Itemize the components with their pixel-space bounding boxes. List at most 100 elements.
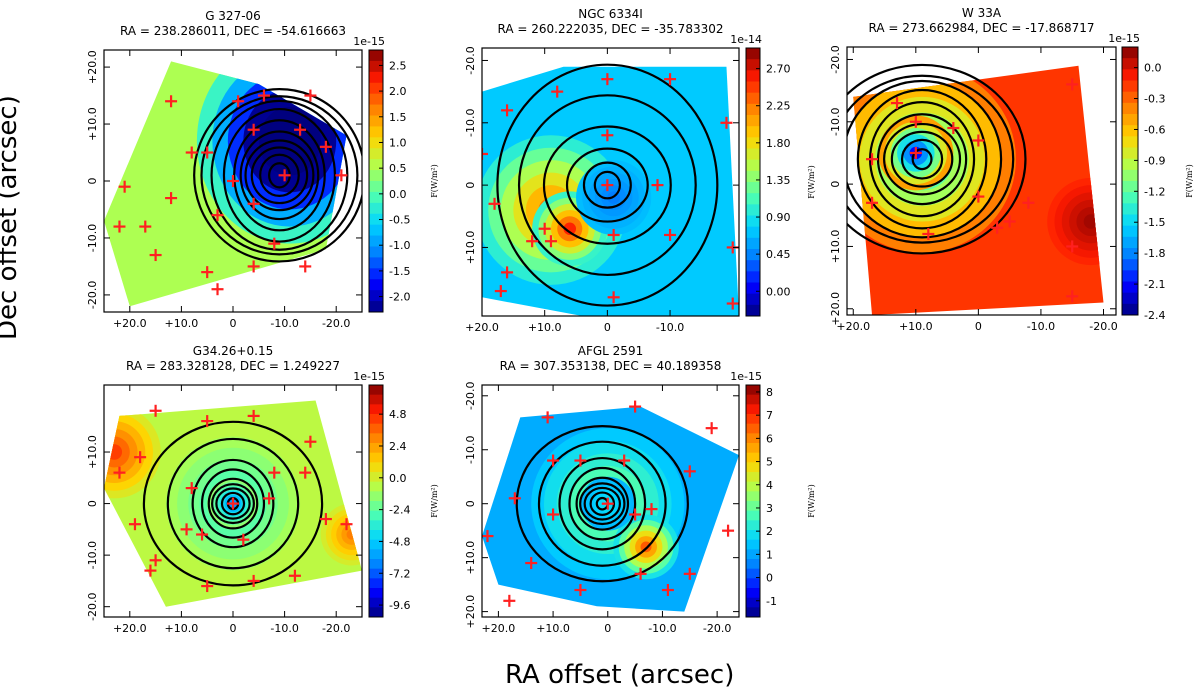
source-marker: [185, 146, 198, 159]
y-tick-label: -10.0: [86, 224, 99, 252]
source-marker: [705, 422, 718, 435]
source-marker: [634, 567, 647, 580]
y-tick-label: -20.0: [86, 281, 99, 309]
contour-line: [568, 466, 637, 541]
source-marker: [257, 89, 270, 102]
colorbar-segment: [369, 50, 383, 62]
colorbar-segment: [746, 385, 760, 396]
contour-line: [250, 146, 309, 205]
colorbar-segment: [746, 48, 760, 60]
contour-line: [542, 125, 672, 245]
contour-line: [211, 483, 255, 525]
x-tick-label: 0: [230, 317, 237, 330]
source-marker: [185, 482, 198, 495]
colorbar-label: F(W/m²): [430, 484, 439, 518]
colorbar-segment: [746, 597, 760, 608]
colorbar-segment: [1122, 125, 1138, 137]
source-marker: [149, 404, 162, 417]
source-marker: [113, 466, 126, 479]
colorbar-frame: [368, 384, 384, 618]
contour-line: [142, 420, 324, 587]
x-tick-label: -10.0: [656, 321, 684, 334]
colorbar-tick-label: 0.0: [1144, 62, 1162, 75]
panel-title: NGC 6334I: [578, 7, 643, 21]
source-marker: [247, 123, 260, 136]
y-tick-label: -20.0: [464, 46, 477, 74]
x-tick-label: +10.0: [899, 320, 933, 333]
y-tick-label: +20.0: [829, 292, 842, 326]
source-marker: [1066, 78, 1079, 91]
colorbar-segment: [746, 237, 760, 250]
source-marker: [201, 146, 214, 159]
colorbar-segment: [369, 423, 383, 434]
y-tick-label: 0: [464, 182, 477, 189]
source-marker: [601, 129, 614, 142]
source-marker: [263, 492, 276, 505]
source-marker: [574, 584, 587, 597]
colorbar-segment: [1122, 248, 1138, 260]
colorbar-segment: [746, 452, 760, 463]
colorbar-segment: [746, 549, 760, 560]
colorbar-tick-label: 1.5: [389, 111, 407, 124]
contour-line: [883, 122, 962, 196]
source-marker: [601, 497, 614, 510]
x-tick-label: +10.0: [528, 321, 562, 334]
colorbar-tick-label: 0.5: [389, 162, 407, 175]
global-x-axis-label: RA offset (arcsec): [505, 660, 735, 690]
plot-area: [847, 63, 1104, 315]
plot-area: [482, 63, 739, 316]
colorbar-segment: [369, 301, 383, 313]
source-marker: [278, 169, 291, 182]
x-tick-label: -10.0: [270, 317, 298, 330]
y-tick-label: +10.0: [86, 435, 99, 469]
colorbar-tick-label: -0.5: [389, 214, 410, 227]
colorbar-segment: [1122, 303, 1138, 316]
source-marker: [547, 454, 560, 467]
contour-line: [200, 95, 359, 256]
source-marker: [538, 222, 551, 235]
source-marker: [144, 564, 157, 577]
y-tick-label: +10.0: [86, 107, 99, 141]
source-marker: [508, 492, 521, 505]
source-marker: [574, 454, 587, 467]
y-tick-label: -10.0: [829, 108, 842, 136]
colorbar-tick-label: -1.2: [1144, 185, 1165, 198]
colorbar-segment: [1122, 147, 1138, 160]
source-marker: [1022, 196, 1035, 209]
colorbar-label: F(W/m²): [1185, 164, 1194, 198]
contour-line: [222, 107, 337, 243]
colorbar-tick-label: -1.5: [389, 265, 410, 278]
colorbar-segment: [369, 520, 383, 531]
colorbar-tick-label: 2.25: [766, 100, 791, 113]
colorbar-segment: [746, 126, 760, 138]
colorbar-segment: [746, 568, 760, 579]
colorbar-label: F(W/m²): [807, 165, 816, 199]
colorbar-segment: [1122, 169, 1138, 182]
source-marker: [288, 569, 301, 582]
source-marker: [972, 134, 985, 147]
source-marker: [319, 513, 332, 526]
colorbar-segment: [1122, 114, 1138, 126]
colorbar-segment: [1122, 225, 1138, 238]
colorbar-segment: [369, 235, 383, 247]
contour-line: [233, 119, 326, 232]
colorbar-tick-label: 2.4: [389, 440, 407, 453]
source-marker: [629, 400, 642, 413]
colorbar-segment: [369, 394, 383, 405]
colorbar-frame: [368, 49, 384, 313]
source-marker: [972, 190, 985, 203]
flux-map: [482, 406, 739, 612]
contour-line: [593, 170, 622, 200]
source-marker: [488, 197, 501, 210]
colorbar-segment: [369, 257, 383, 269]
contour-line: [575, 476, 630, 531]
colorbar-label: F(W/m²): [430, 164, 439, 198]
colorbar-segment: [369, 607, 383, 618]
colorbar-segment: [746, 182, 760, 194]
colorbar-segment: [1122, 181, 1138, 193]
x-tick-label: 0: [604, 321, 611, 334]
colorbar-segment: [369, 578, 383, 589]
colorbar-segment: [1122, 281, 1138, 294]
flux-blob-2: [1083, 214, 1099, 229]
